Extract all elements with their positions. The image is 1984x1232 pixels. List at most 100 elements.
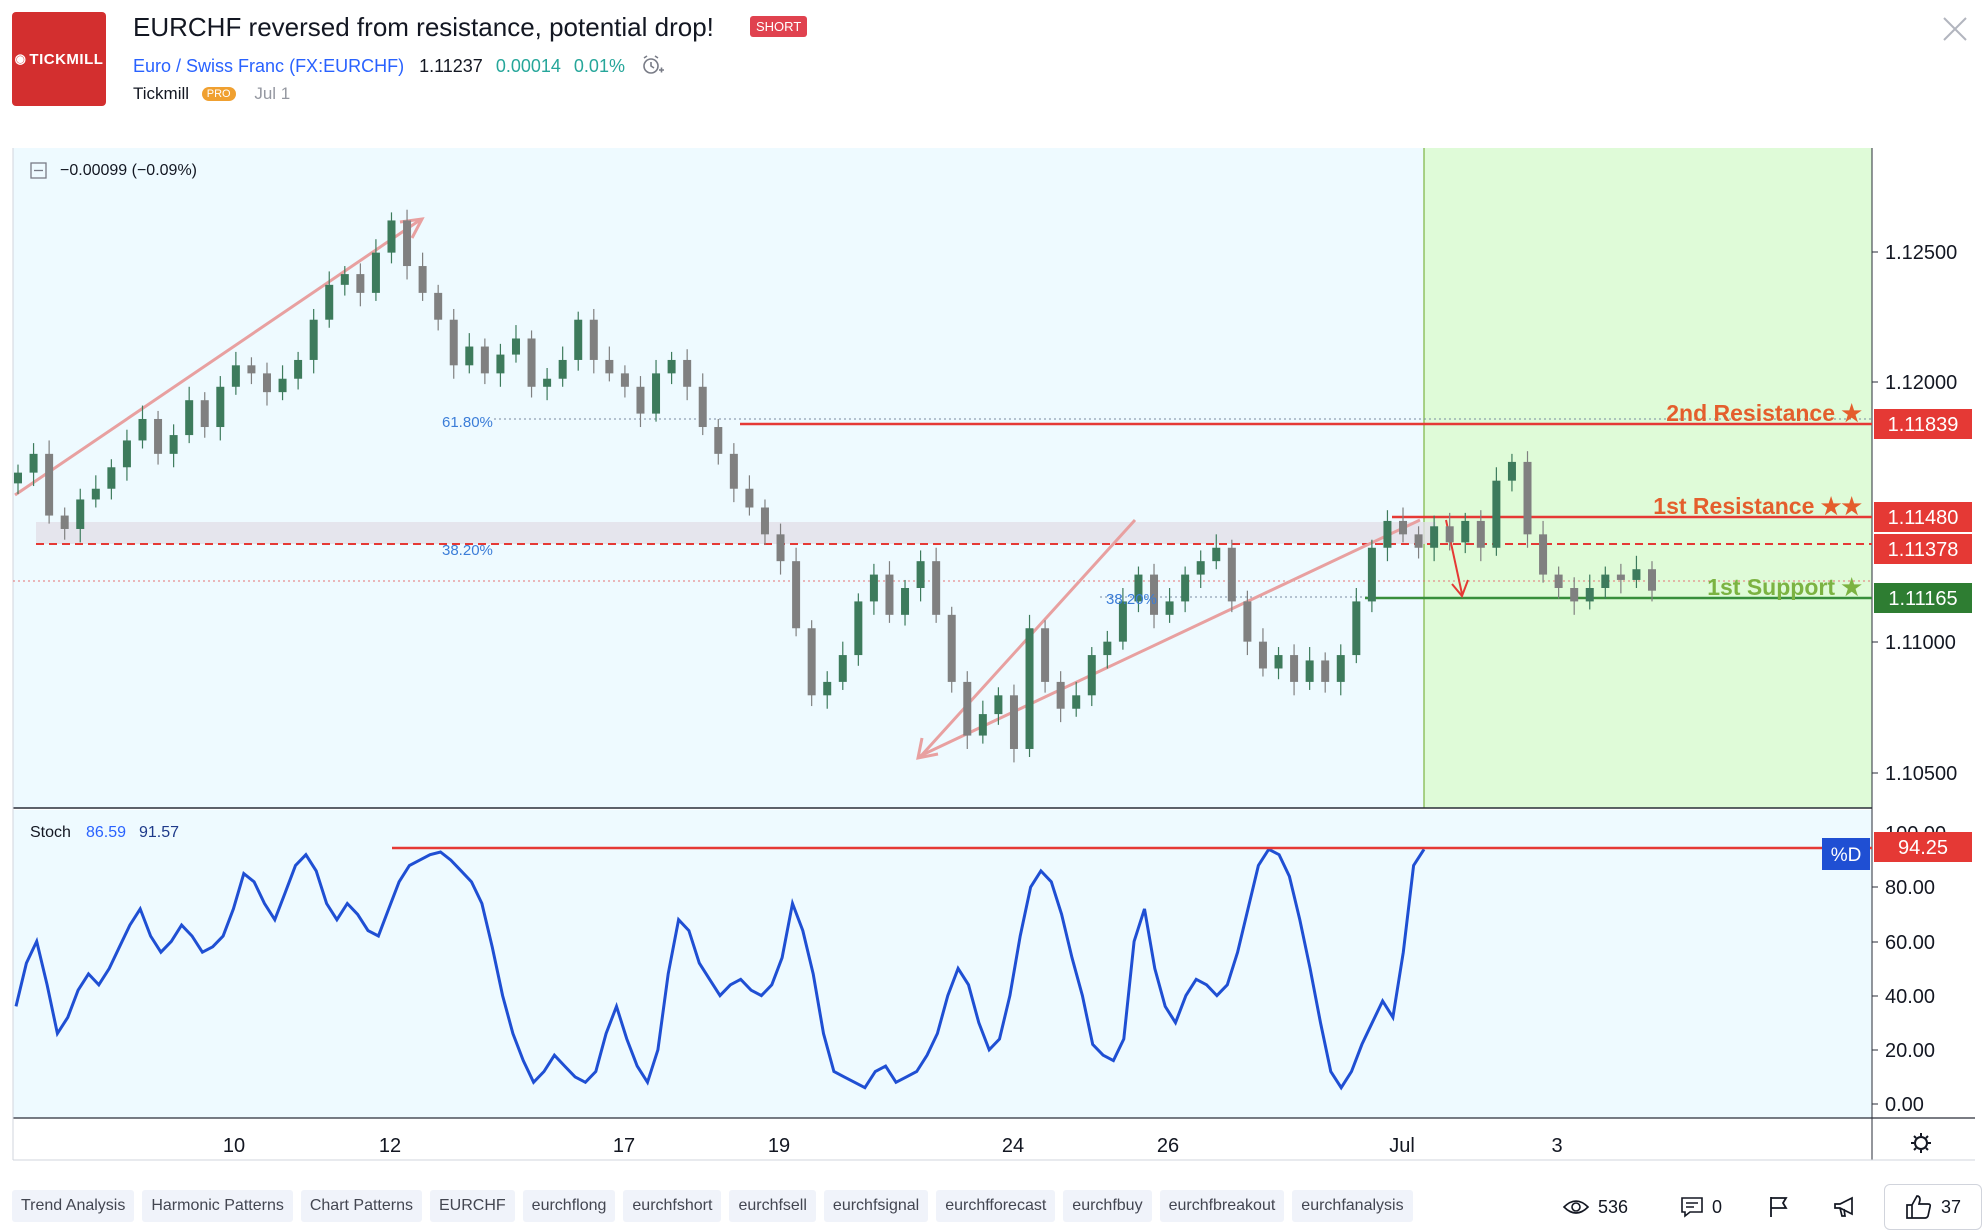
time-tick: Jul xyxy=(1389,1135,1415,1157)
candle-body xyxy=(838,655,847,682)
candle-body xyxy=(543,378,552,387)
settings-gear-icon[interactable] xyxy=(1911,1133,1931,1153)
flag-button[interactable] xyxy=(1768,1188,1798,1226)
candle-body xyxy=(1321,660,1330,682)
stoch-k-value: 86.59 xyxy=(86,824,126,841)
tag-chip[interactable]: eurchfshort xyxy=(623,1190,722,1222)
tag-chip[interactable]: eurchfforecast xyxy=(936,1190,1056,1222)
candle-body xyxy=(340,274,349,285)
projection-zone xyxy=(1424,148,1872,808)
candle-body xyxy=(760,507,769,535)
stoch-tick: 60.00 xyxy=(1885,932,1935,954)
time-tick: 10 xyxy=(223,1135,245,1157)
candle-body xyxy=(107,467,116,489)
megaphone-icon xyxy=(1834,1196,1853,1217)
tag-chip[interactable]: Harmonic Patterns xyxy=(142,1190,293,1222)
fib-382-top-label: 38.20% xyxy=(442,542,493,559)
tickmill-logo-icon: ◉ xyxy=(14,51,27,66)
price-tick: 1.10500 xyxy=(1885,763,1957,785)
candle-body xyxy=(325,284,334,320)
candle-body xyxy=(1554,574,1563,588)
candle-body xyxy=(1383,520,1392,548)
candle-body xyxy=(1041,628,1050,682)
candle-body xyxy=(589,319,598,360)
chart[interactable]: 61.80% 38.20% 38.20% 2nd Resistance ★ 1s… xyxy=(0,0,1984,1180)
views-count: 536 xyxy=(1598,1196,1629,1217)
author-name[interactable]: Tickmill xyxy=(133,84,190,103)
candle-body xyxy=(216,386,225,428)
tag-chip[interactable]: eurchflong xyxy=(522,1190,616,1222)
candle-body xyxy=(527,338,536,387)
tag-chip[interactable]: Chart Patterns xyxy=(300,1190,422,1222)
tag-chip[interactable]: eurchfsell xyxy=(729,1190,816,1222)
pivot-axis-label: 1.11378 xyxy=(1888,539,1959,561)
candle-body xyxy=(247,365,256,374)
candle-body xyxy=(574,319,583,360)
candle-body xyxy=(1243,601,1252,642)
candle-body xyxy=(1290,655,1299,682)
candle-body xyxy=(1227,547,1236,602)
comments-count: 0 xyxy=(1712,1196,1723,1217)
trend-arrow-down-2 xyxy=(919,518,1421,758)
pro-badge: PRO xyxy=(201,87,236,101)
close-icon[interactable] xyxy=(1940,14,1970,44)
comments-stat[interactable]: 0 xyxy=(1680,1188,1722,1226)
tag-chip[interactable]: eurchfanalysis xyxy=(1292,1190,1413,1222)
resistance-2-label: 2nd Resistance ★ xyxy=(1666,400,1862,426)
candle-body xyxy=(901,588,910,615)
candle-body xyxy=(1196,561,1205,575)
tag-chip[interactable]: Trend Analysis xyxy=(12,1190,135,1222)
candle-body xyxy=(231,365,240,387)
candle-body xyxy=(1212,547,1221,562)
candle-body xyxy=(434,292,443,320)
collapse-legend-button[interactable] xyxy=(30,162,47,179)
symbol-code-open: ( xyxy=(289,56,296,76)
candle-body xyxy=(1305,660,1314,682)
candle-body xyxy=(652,373,661,414)
stoch-tick: 20.00 xyxy=(1885,1040,1935,1062)
candle-body xyxy=(1399,520,1408,535)
candle-body xyxy=(885,574,894,615)
likes-count: 37 xyxy=(1940,1196,1962,1217)
candle-body xyxy=(1118,601,1127,642)
candle-body xyxy=(1585,588,1594,602)
share-button[interactable] xyxy=(1832,1188,1866,1226)
symbol-code-link[interactable]: FX:EURCHF xyxy=(295,56,399,76)
candle-body xyxy=(1336,655,1345,682)
candle-body xyxy=(1648,569,1656,591)
alarm-clock-icon[interactable] xyxy=(640,54,664,76)
candle-body xyxy=(185,400,194,436)
symbol-name-link[interactable]: Euro / Swiss Franc xyxy=(133,56,285,76)
publish-date: Jul 1 xyxy=(254,84,291,103)
logo-text: TICKMILL xyxy=(29,50,104,68)
candle-body xyxy=(1476,520,1485,548)
candle-body xyxy=(932,561,941,615)
time-tick: 12 xyxy=(379,1135,401,1157)
candle-body xyxy=(698,386,707,428)
stoch-d-line xyxy=(14,847,1426,1091)
comment-icon xyxy=(1681,1197,1703,1218)
candle-body xyxy=(449,319,458,366)
candle-body xyxy=(792,561,801,629)
tag-list: Trend Analysis Harmonic Patterns Chart Pat… xyxy=(12,1190,1421,1224)
idea-title: EURCHF reversed from resistance, potenti… xyxy=(133,12,714,42)
stoch-panel-bg xyxy=(13,810,1872,1118)
tag-chip[interactable]: eurchfbreakout xyxy=(1159,1190,1285,1222)
candle-body xyxy=(1087,655,1096,696)
tag-chip[interactable]: eurchfbuy xyxy=(1063,1190,1152,1222)
author-row: Tickmill PRO Jul 1 xyxy=(133,84,290,104)
like-button[interactable]: 37 xyxy=(1884,1184,1982,1230)
tag-chip[interactable]: EURCHF xyxy=(430,1190,515,1222)
stoch-title: Stoch xyxy=(30,824,71,841)
candle-body xyxy=(1181,574,1190,602)
candle-body xyxy=(1150,574,1159,615)
tag-chip[interactable]: eurchfsignal xyxy=(823,1190,929,1222)
tickmill-logo[interactable]: ◉ TICKMILL xyxy=(12,12,106,106)
candle-body xyxy=(138,418,147,441)
candle-body xyxy=(403,220,412,267)
views-stat[interactable]: 536 xyxy=(1562,1188,1628,1226)
candle-body xyxy=(963,681,972,736)
time-tick: 19 xyxy=(768,1135,790,1157)
symbol-code-close: ) xyxy=(398,56,405,76)
last-price: 1.11237 xyxy=(419,56,483,76)
